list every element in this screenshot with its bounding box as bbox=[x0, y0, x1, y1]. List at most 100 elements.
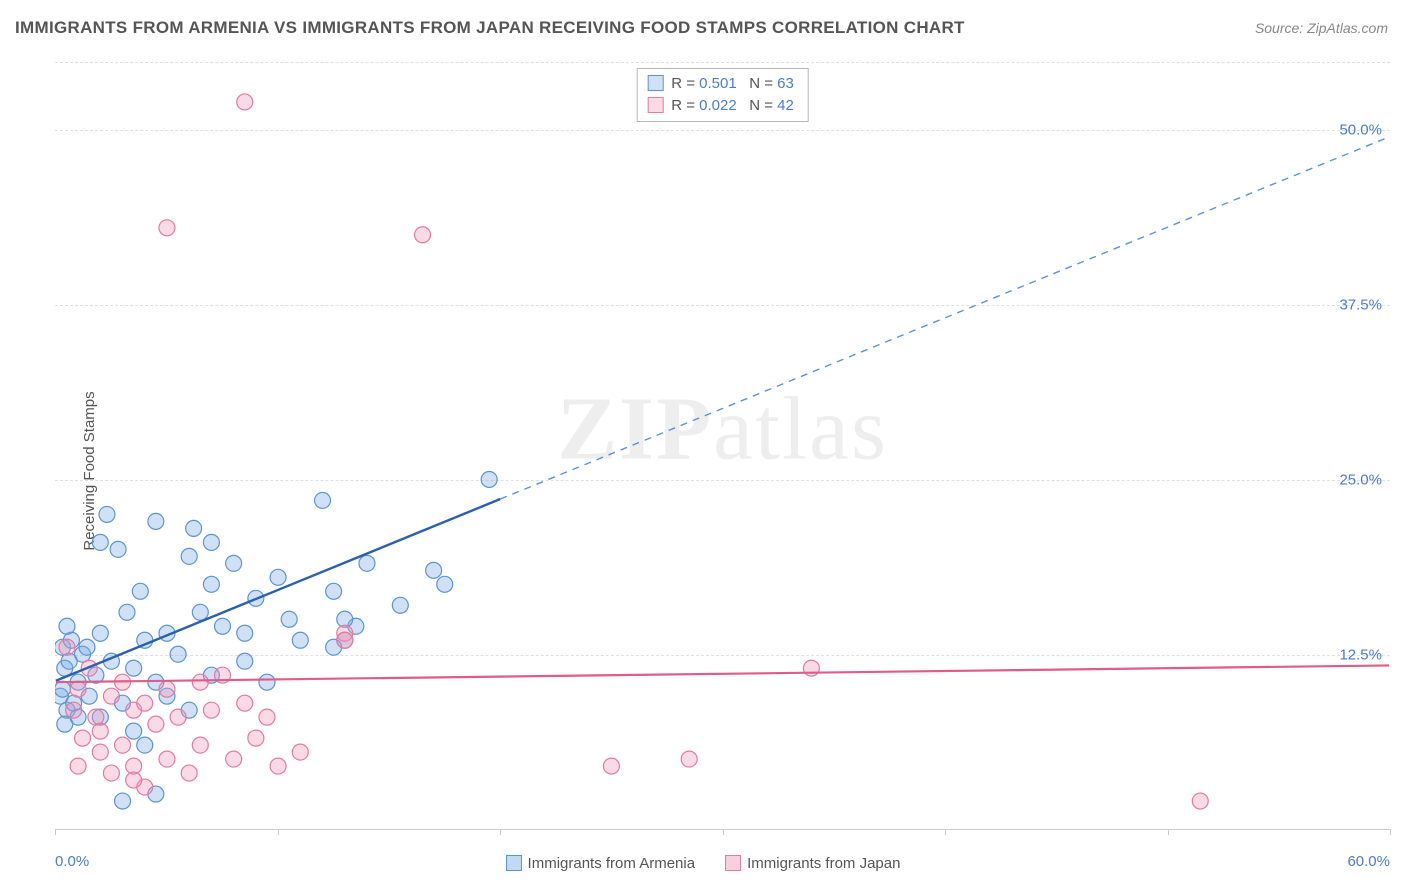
data-point bbox=[181, 548, 197, 564]
data-point bbox=[70, 758, 86, 774]
data-point bbox=[203, 534, 219, 550]
legend-n-value: 63 bbox=[777, 75, 794, 92]
data-point bbox=[126, 772, 142, 788]
legend-r-value: 0.022 bbox=[699, 97, 737, 114]
data-point bbox=[292, 744, 308, 760]
legend-item: Immigrants from Japan bbox=[725, 855, 900, 872]
data-point bbox=[192, 674, 208, 690]
data-point bbox=[326, 583, 342, 599]
data-point bbox=[103, 688, 119, 704]
legend-item: Immigrants from Armenia bbox=[506, 855, 696, 872]
data-point bbox=[226, 555, 242, 571]
chart-svg bbox=[55, 60, 1390, 829]
legend-r-label: R = bbox=[671, 75, 699, 92]
data-point bbox=[603, 758, 619, 774]
data-point bbox=[259, 674, 275, 690]
x-tick bbox=[1168, 829, 1169, 835]
data-point bbox=[148, 716, 164, 732]
data-point bbox=[159, 751, 175, 767]
legend-row: R = 0.022 N = 42 bbox=[647, 95, 794, 117]
data-point bbox=[126, 723, 142, 739]
data-point bbox=[270, 758, 286, 774]
data-point bbox=[119, 604, 135, 620]
data-point bbox=[215, 618, 231, 634]
data-point bbox=[203, 576, 219, 592]
plot-area: ZIPatlas R = 0.501 N = 63R = 0.022 N = 4… bbox=[55, 60, 1390, 830]
data-point bbox=[170, 646, 186, 662]
x-tick bbox=[500, 829, 501, 835]
data-point bbox=[115, 793, 131, 809]
data-point bbox=[110, 541, 126, 557]
data-point bbox=[259, 709, 275, 725]
data-point bbox=[99, 506, 115, 522]
data-point bbox=[192, 737, 208, 753]
trend-line-extrapolated bbox=[500, 137, 1389, 499]
trend-line bbox=[56, 665, 1389, 682]
data-point bbox=[92, 534, 108, 550]
legend-n-label: N = bbox=[749, 75, 777, 92]
data-point bbox=[248, 730, 264, 746]
x-tick bbox=[278, 829, 279, 835]
data-point bbox=[237, 625, 253, 641]
data-point bbox=[192, 604, 208, 620]
data-point bbox=[59, 618, 75, 634]
x-tick bbox=[723, 829, 724, 835]
x-tick bbox=[55, 829, 56, 835]
data-point bbox=[181, 765, 197, 781]
data-point bbox=[237, 653, 253, 669]
legend-n-value: 42 bbox=[777, 97, 794, 114]
data-point bbox=[359, 555, 375, 571]
legend-swatch bbox=[725, 855, 741, 871]
legend-row: R = 0.501 N = 63 bbox=[647, 73, 794, 95]
data-point bbox=[315, 492, 331, 508]
trend-line bbox=[56, 499, 500, 681]
data-point bbox=[103, 765, 119, 781]
data-point bbox=[481, 471, 497, 487]
data-point bbox=[170, 709, 186, 725]
data-point bbox=[92, 625, 108, 641]
data-point bbox=[55, 681, 71, 697]
data-point bbox=[79, 639, 95, 655]
legend-swatch bbox=[647, 75, 663, 91]
legend-label: Immigrants from Armenia bbox=[528, 855, 696, 872]
data-point bbox=[226, 751, 242, 767]
data-point bbox=[132, 583, 148, 599]
data-point bbox=[159, 220, 175, 236]
data-point bbox=[186, 520, 202, 536]
x-tick bbox=[945, 829, 946, 835]
data-point bbox=[270, 569, 286, 585]
legend-r-label: R = bbox=[671, 97, 699, 114]
data-point bbox=[237, 695, 253, 711]
data-point bbox=[1192, 793, 1208, 809]
data-point bbox=[281, 611, 297, 627]
data-point bbox=[237, 94, 253, 110]
data-point bbox=[148, 513, 164, 529]
chart-title: IMMIGRANTS FROM ARMENIA VS IMMIGRANTS FR… bbox=[15, 18, 965, 38]
data-point bbox=[426, 562, 442, 578]
legend-r-value: 0.501 bbox=[699, 75, 737, 92]
data-point bbox=[437, 576, 453, 592]
data-point bbox=[137, 695, 153, 711]
data-point bbox=[59, 639, 75, 655]
data-point bbox=[392, 597, 408, 613]
data-point bbox=[70, 681, 86, 697]
source-attribution: Source: ZipAtlas.com bbox=[1255, 20, 1388, 36]
data-point bbox=[75, 730, 91, 746]
data-point bbox=[292, 632, 308, 648]
legend-n-label: N = bbox=[749, 97, 777, 114]
data-point bbox=[126, 660, 142, 676]
series-legend: Immigrants from Armenia Immigrants from J… bbox=[0, 855, 1406, 872]
correlation-legend: R = 0.501 N = 63R = 0.022 N = 42 bbox=[636, 68, 809, 122]
data-point bbox=[66, 702, 82, 718]
legend-swatch bbox=[647, 97, 663, 113]
data-point bbox=[92, 723, 108, 739]
data-point bbox=[415, 227, 431, 243]
legend-label: Immigrants from Japan bbox=[747, 855, 900, 872]
data-point bbox=[681, 751, 697, 767]
data-point bbox=[115, 737, 131, 753]
data-point bbox=[337, 632, 353, 648]
x-tick bbox=[1390, 829, 1391, 835]
data-point bbox=[159, 681, 175, 697]
data-point bbox=[92, 744, 108, 760]
data-point bbox=[203, 702, 219, 718]
